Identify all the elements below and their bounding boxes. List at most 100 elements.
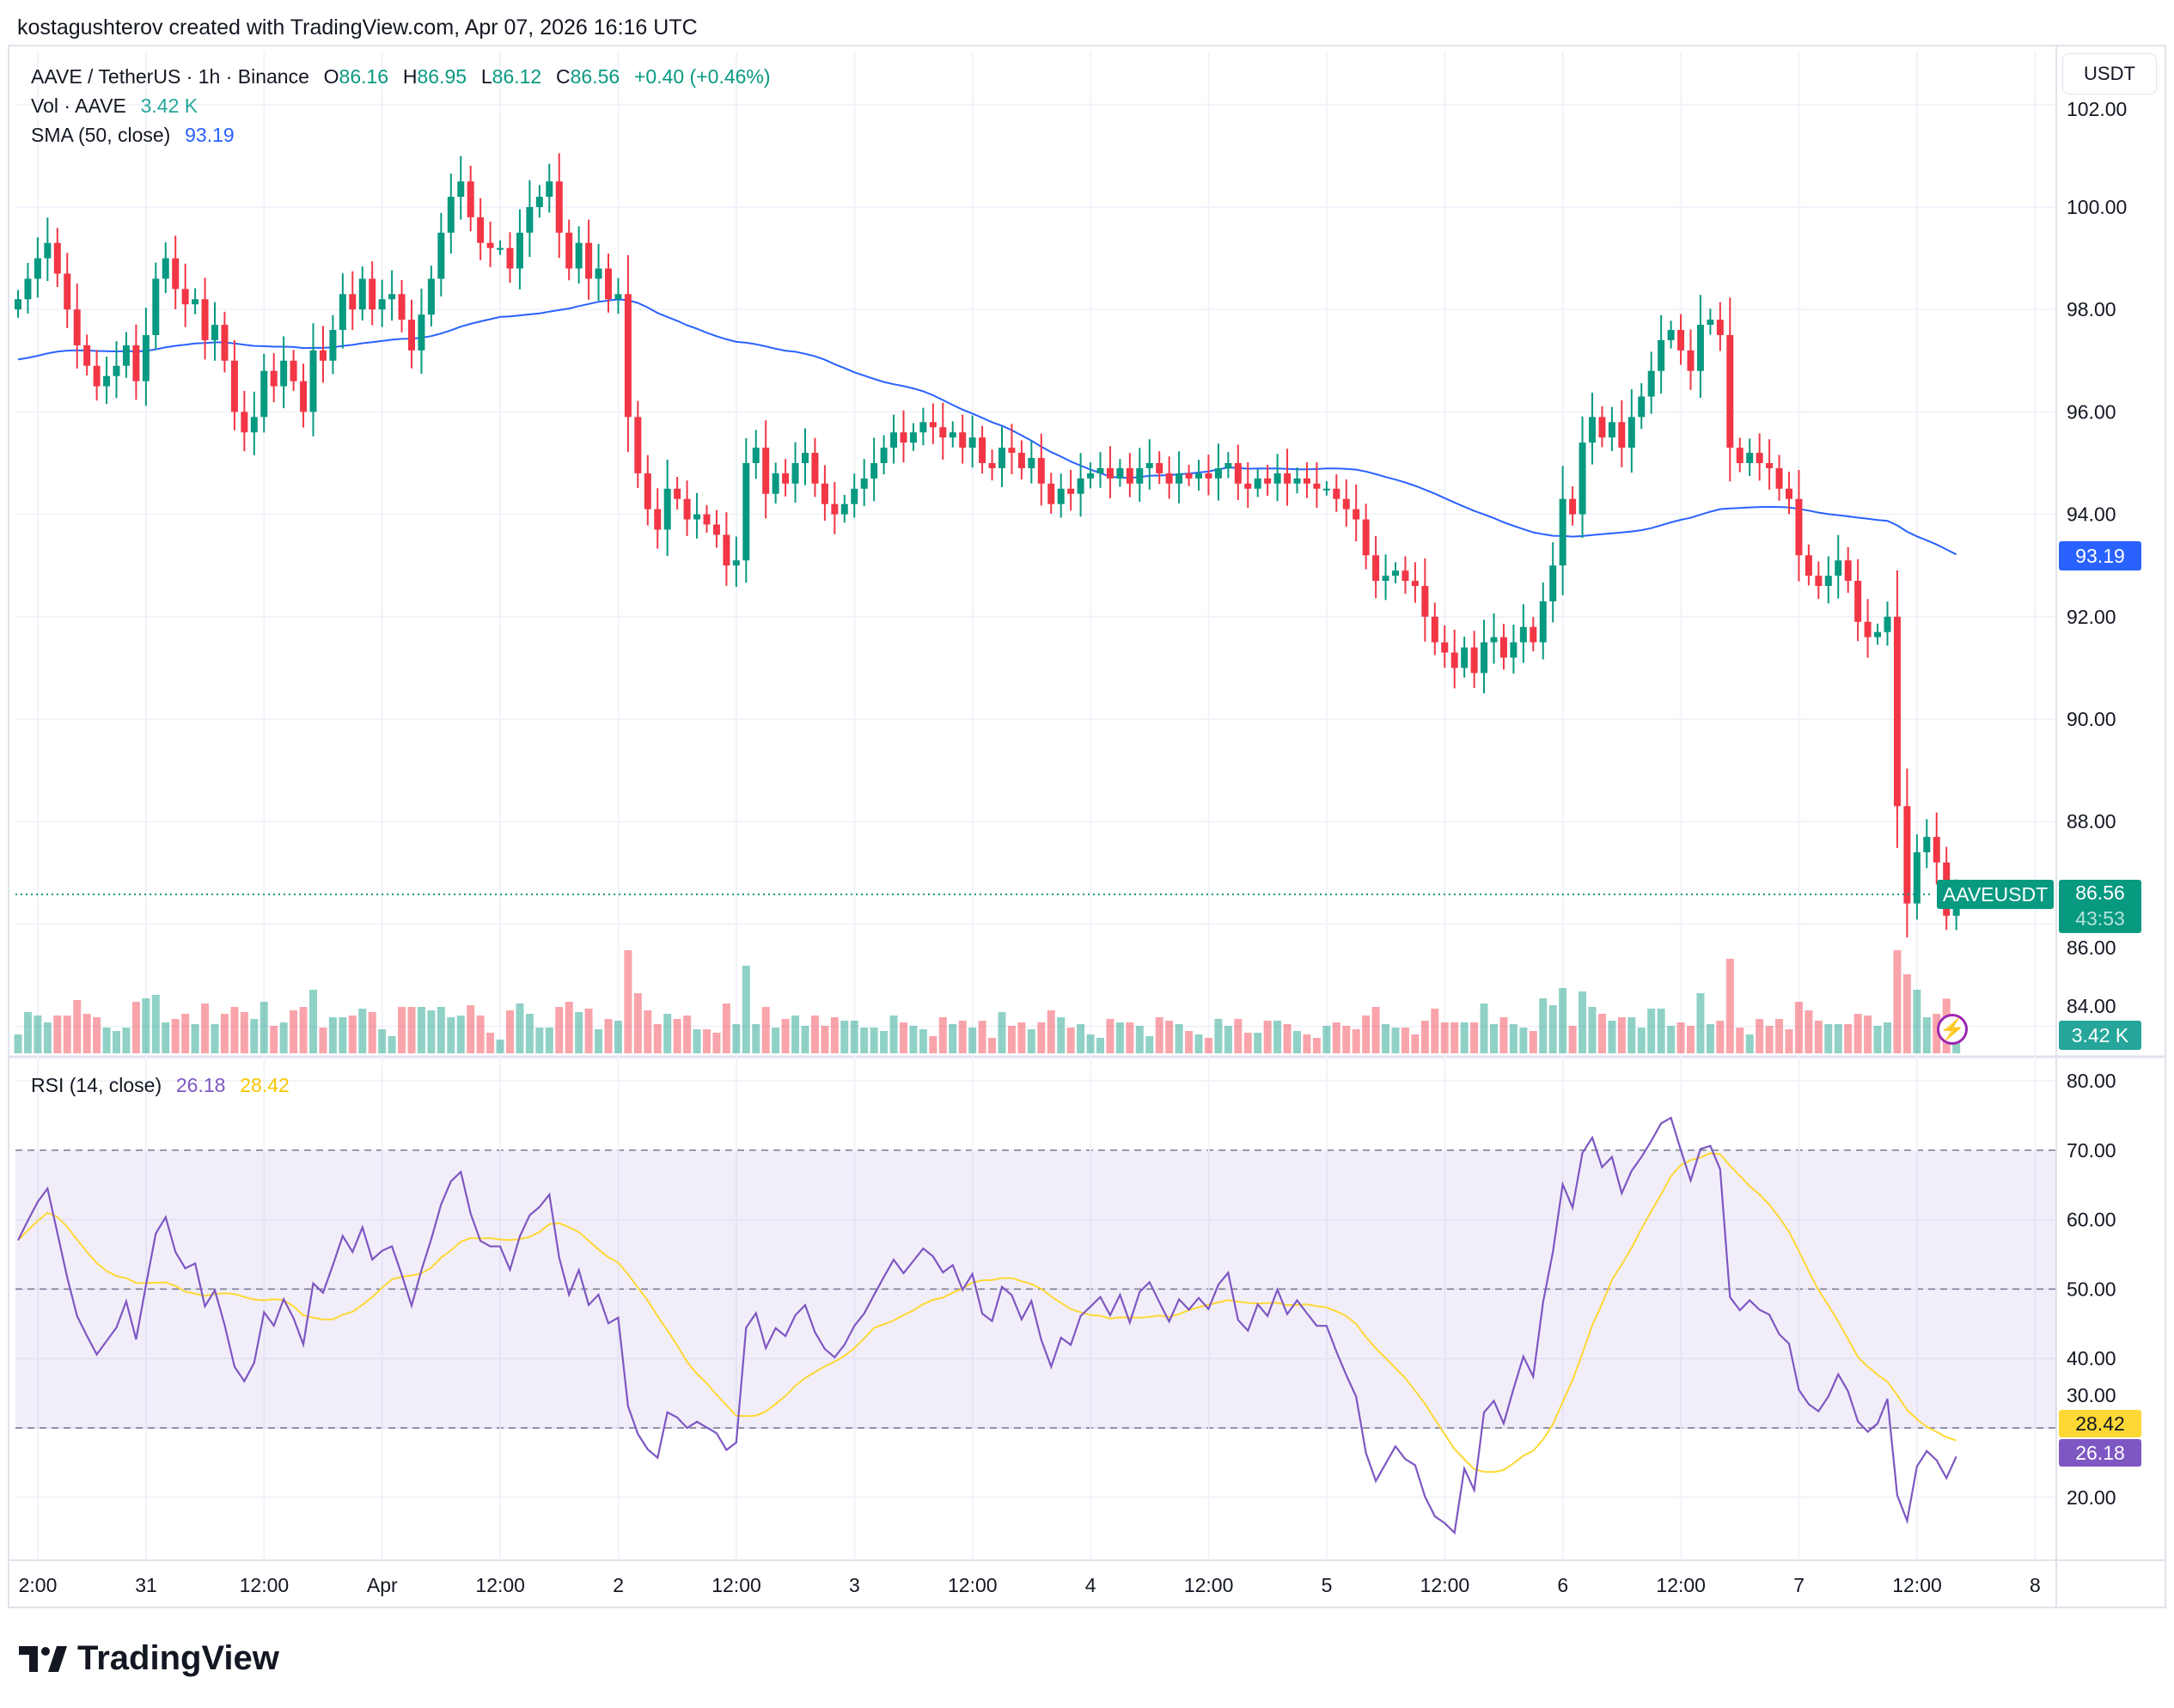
time-tick-label: 12:00	[1892, 1574, 1942, 1596]
volume-bar	[958, 1021, 967, 1053]
price-tick-label: 102.00	[2067, 98, 2127, 120]
volume-bar	[1568, 1026, 1577, 1053]
volume-bar	[1135, 1026, 1144, 1053]
candle-body	[1008, 448, 1016, 454]
lightning-icon[interactable]: ⚡	[1937, 1014, 1968, 1045]
candle-body	[782, 473, 790, 484]
axis-ticks: 102.00 100.00 98.00 96.00 94.00 92.00 90.00 88.…	[19, 98, 2128, 1596]
volume-bar	[1185, 1031, 1194, 1053]
candle-body	[1214, 467, 1222, 479]
volume-bar	[1559, 988, 1567, 1053]
candle-body	[1421, 586, 1429, 617]
rsi-tick-label: 40.00	[2067, 1347, 2116, 1369]
candle-body	[1156, 463, 1163, 473]
volume-bar	[1579, 991, 1587, 1053]
time-tick-label: 8	[2030, 1574, 2041, 1596]
candle-body	[319, 350, 327, 361]
currency-button[interactable]: USDT	[2062, 53, 2157, 95]
candle-body	[1499, 637, 1507, 658]
volume-bar	[1785, 1029, 1793, 1053]
sma-legend[interactable]: SMA (50, close) 93.19	[31, 124, 238, 147]
volume-bar	[1736, 1028, 1744, 1053]
volume-bar	[1933, 1014, 1941, 1053]
volume-bar	[1362, 1016, 1371, 1053]
rsi-legend[interactable]: RSI (14, close) 26.18 28.42	[31, 1074, 293, 1097]
candle-body	[1667, 330, 1675, 340]
volume-bar	[929, 1036, 937, 1053]
volume-bar	[34, 1016, 42, 1053]
candle-body	[535, 197, 543, 207]
candle-body	[447, 197, 455, 233]
candle-body	[644, 473, 651, 509]
volume-bar	[1204, 1038, 1212, 1053]
time-tick-label: 3	[849, 1574, 860, 1596]
volume-bar	[93, 1017, 101, 1053]
rsi-value: 26.18	[175, 1074, 226, 1096]
volume-bar	[1844, 1024, 1853, 1053]
volume-bar	[230, 1007, 239, 1053]
candle-body	[1481, 642, 1488, 674]
volume-bar	[1155, 1017, 1163, 1053]
volume-bar	[1637, 1028, 1646, 1053]
symbol-legend[interactable]: AAVE / TetherUS · 1h · Binance O86.16 H8…	[31, 65, 774, 88]
candle-body	[1893, 616, 1901, 807]
candle-body	[840, 503, 848, 515]
candle-body	[437, 232, 445, 279]
volume-bar	[1440, 1022, 1449, 1053]
candle-body	[811, 453, 819, 484]
volume-bar	[181, 1014, 190, 1053]
rsi-ma-badge: 28.42	[2059, 1410, 2141, 1437]
high-label: H	[402, 65, 418, 88]
candle-body	[53, 242, 61, 274]
volume-bar	[82, 1014, 91, 1053]
candle-body	[624, 294, 632, 418]
volume-bar	[270, 1026, 278, 1053]
volume-bar	[437, 1007, 445, 1053]
volume-bar	[850, 1021, 858, 1053]
volume-bar	[525, 1014, 534, 1053]
volume-bar	[1037, 1022, 1046, 1053]
tradingview-logo[interactable]: TradingView	[19, 1639, 279, 1678]
volume-bar	[53, 1016, 62, 1053]
volume-bar	[63, 1016, 71, 1053]
time-tick-label: 6	[1557, 1574, 1568, 1596]
candle-body	[1145, 463, 1153, 468]
volume-bar	[810, 1016, 819, 1053]
rsi-tick-label: 50.00	[2067, 1278, 2116, 1300]
volume-bar	[496, 1040, 504, 1053]
time-tick-label: 2:00	[19, 1574, 58, 1596]
volume-bar	[761, 1007, 770, 1053]
volume-bar	[673, 1019, 681, 1053]
volume-bar	[565, 1002, 573, 1053]
volume-bar	[1509, 1024, 1518, 1053]
candle-body	[1037, 458, 1045, 484]
volume-bar	[1814, 1021, 1823, 1053]
candle-body	[211, 325, 218, 340]
volume-bar	[467, 1005, 475, 1053]
time-tick-label: 31	[135, 1574, 157, 1596]
volume-bar	[1115, 1022, 1124, 1053]
volume-bar	[299, 1007, 308, 1053]
candle-body	[890, 432, 898, 448]
candle-body	[467, 181, 474, 217]
volume-legend[interactable]: Vol · AAVE 3.42 K	[31, 95, 201, 118]
time-tick-label: 12:00	[948, 1574, 998, 1596]
time-tick-label: 5	[1322, 1574, 1333, 1596]
candle-body	[280, 360, 288, 387]
candle-body	[605, 268, 612, 300]
volume-bar	[122, 1028, 131, 1053]
candle-body	[1284, 473, 1292, 484]
volume-bar	[309, 990, 317, 1053]
volume-bar	[880, 1031, 889, 1053]
volume-bar	[1667, 1026, 1676, 1053]
candle-body	[1824, 576, 1832, 587]
volume-bar	[1687, 1026, 1695, 1053]
candle-body	[378, 299, 386, 310]
price-tick-label: 86.00	[2067, 936, 2116, 959]
candle-body	[1903, 806, 1911, 904]
candle-body	[506, 247, 514, 269]
candle-body	[979, 437, 986, 463]
candle-body	[821, 483, 828, 504]
volume-bar	[633, 993, 642, 1053]
